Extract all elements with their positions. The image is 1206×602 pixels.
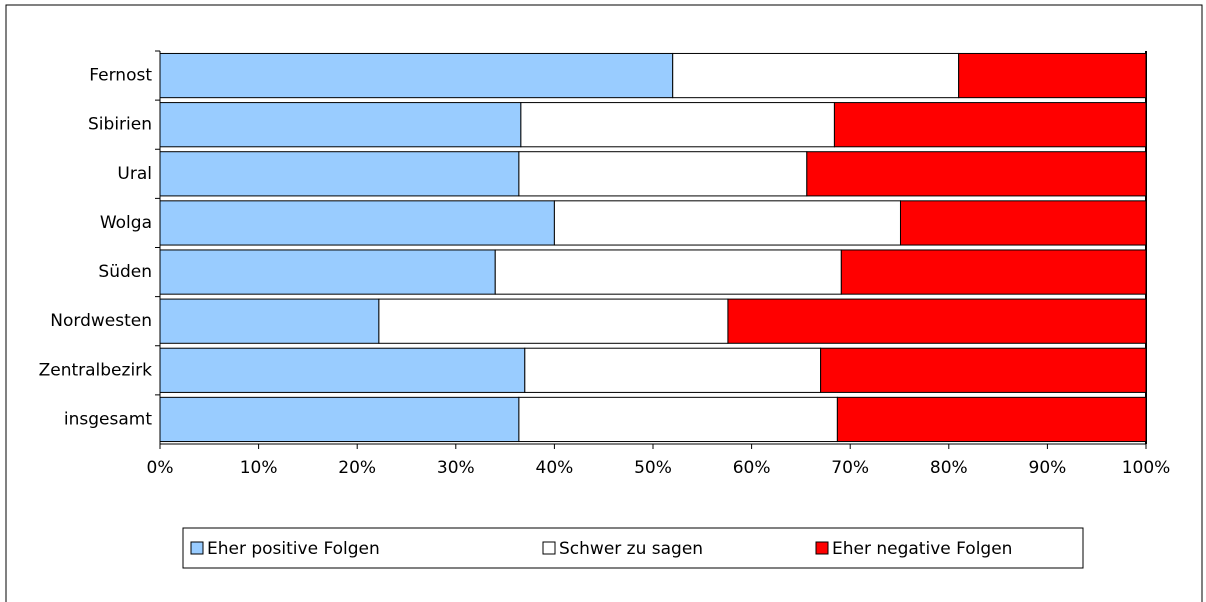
bar-segment <box>836 396 1147 443</box>
bar-segment <box>159 52 674 99</box>
x-tick-label: 90% <box>1029 458 1067 478</box>
bar-segment <box>524 347 822 393</box>
legend-swatch <box>815 541 829 555</box>
x-tick-label: 40% <box>536 458 574 478</box>
bar-segment <box>159 102 522 148</box>
x-tick-label: 100% <box>1122 458 1171 478</box>
bar-segment <box>378 298 729 344</box>
bar-segment <box>727 298 1147 344</box>
bar-segment <box>840 249 1147 295</box>
y-tick-label: Fernost <box>89 66 152 86</box>
x-tick-label: 80% <box>930 458 968 478</box>
bar-segment <box>159 151 520 197</box>
bar-segment <box>806 151 1147 197</box>
bar-segment <box>518 151 808 197</box>
bar-segment <box>958 52 1147 99</box>
y-tick-label: Wolga <box>100 213 152 233</box>
x-tick-label: 60% <box>733 458 771 478</box>
bar-segment <box>518 396 838 443</box>
x-tick-label: 10% <box>240 458 278 478</box>
y-tick-label: Ural <box>117 164 152 184</box>
bar-segment <box>820 347 1147 393</box>
x-tick-label: 50% <box>634 458 672 478</box>
bar-segment <box>494 249 842 295</box>
y-tick-label: Süden <box>98 262 152 282</box>
legend-swatch <box>542 541 556 555</box>
legend-label: Eher negative Folgen <box>832 539 1012 559</box>
legend-box <box>182 527 1084 569</box>
bar-segment <box>159 298 380 344</box>
y-tick-label: Nordwesten <box>50 311 152 331</box>
x-tick-label: 30% <box>437 458 475 478</box>
x-tick-label: 70% <box>831 458 869 478</box>
bar-segment <box>159 249 496 295</box>
bar-segment <box>159 200 555 246</box>
bar-segment <box>553 200 901 246</box>
x-tick-label: 20% <box>338 458 376 478</box>
x-tick-label: 0% <box>147 458 174 478</box>
bar-segment <box>159 347 526 393</box>
y-tick-label: Zentralbezirk <box>39 360 153 380</box>
bar-segment <box>833 102 1147 148</box>
bar-segment <box>159 396 520 443</box>
legend-label: Eher positive Folgen <box>207 539 380 559</box>
bar-segment <box>899 200 1147 246</box>
y-tick-label: insgesamt <box>64 409 152 429</box>
bar-segment <box>672 52 960 99</box>
y-tick-label: Sibirien <box>88 115 152 135</box>
legend-swatch <box>190 541 204 555</box>
bar-segment <box>520 102 835 148</box>
legend-label: Schwer zu sagen <box>559 539 703 559</box>
